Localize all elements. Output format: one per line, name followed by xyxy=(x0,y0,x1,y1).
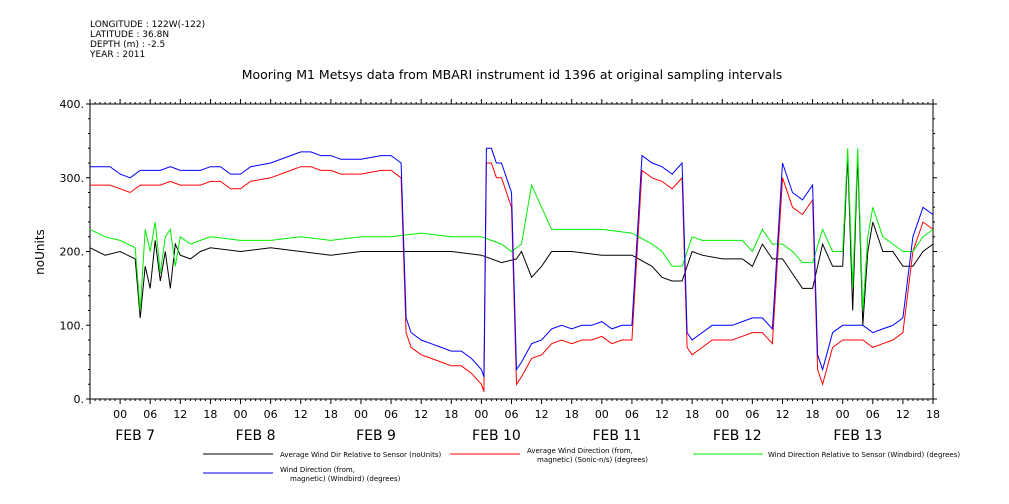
latitude-text: LATITUDE : 36.8N xyxy=(90,30,170,40)
x-tick-label: 18 xyxy=(324,408,338,421)
metadata-block: LONGITUDE : 122W(-122) LATITUDE : 36.8N … xyxy=(90,20,205,60)
legend-label: magnetic) (Windbird) (degrees) xyxy=(290,475,401,483)
x-tick-label: 00 xyxy=(474,408,488,421)
y-tick-label: 100. xyxy=(60,319,85,332)
x-tick-label: 12 xyxy=(294,408,308,421)
day-label: FEB 13 xyxy=(833,428,882,444)
x-tick-label: 12 xyxy=(655,408,669,421)
x-tick-label: 06 xyxy=(745,408,759,421)
legend-label: Average Wind Direction (from, xyxy=(527,447,633,455)
y-tick-label: 200. xyxy=(60,246,85,259)
y-tick-label: 0. xyxy=(74,393,85,406)
chart-title: Mooring M1 Metsys data from MBARI instru… xyxy=(242,67,783,82)
x-tick-label: 00 xyxy=(836,408,850,421)
x-tick-label: 18 xyxy=(806,408,820,421)
y-tick-label: 400. xyxy=(60,98,85,111)
y-axis-label: noUnits xyxy=(33,229,47,275)
x-tick-label: 06 xyxy=(264,408,278,421)
legend-label: Wind Direction (from, xyxy=(280,466,355,474)
legend-label: magnetic) (Sonic-n/s) (degrees) xyxy=(537,456,648,464)
legend-label: Wind Direction Relative to Sensor (Windb… xyxy=(768,451,960,459)
legend-label: Average Wind Dir Relative to Sensor (noU… xyxy=(280,451,441,459)
x-tick-label: 18 xyxy=(926,408,940,421)
x-tick-label: 18 xyxy=(203,408,217,421)
series-line xyxy=(89,155,934,326)
series-line xyxy=(89,148,934,311)
day-label: FEB 10 xyxy=(472,428,521,444)
x-tick-label: 06 xyxy=(143,408,157,421)
x-tick-label: 12 xyxy=(535,408,549,421)
depth-text: DEPTH (m) : -2.5 xyxy=(90,40,166,50)
y-tick-label: 300. xyxy=(60,172,85,185)
day-label: FEB 11 xyxy=(592,428,641,444)
series-line xyxy=(90,162,934,392)
day-label: FEB 8 xyxy=(236,428,276,444)
x-tick-label: 18 xyxy=(565,408,579,421)
x-tick-label: 12 xyxy=(775,408,789,421)
x-tick-label: 00 xyxy=(715,408,729,421)
x-tick-label: 00 xyxy=(354,408,368,421)
x-tick-label: 06 xyxy=(384,408,398,421)
x-tick-label: 12 xyxy=(414,408,428,421)
x-tick-label: 18 xyxy=(444,408,458,421)
day-label: FEB 12 xyxy=(713,428,762,444)
x-tick-label: 18 xyxy=(685,408,699,421)
x-tick-label: 12 xyxy=(896,408,910,421)
year-text: YEAR : 2011 xyxy=(90,50,146,60)
series-line xyxy=(90,147,934,378)
x-tick-label: 00 xyxy=(234,408,248,421)
longitude-text: LONGITUDE : 122W(-122) xyxy=(90,20,206,30)
x-tick-label: 06 xyxy=(505,408,519,421)
x-tick-label: 00 xyxy=(113,408,127,421)
day-label: FEB 9 xyxy=(356,428,396,444)
x-tick-label: 00 xyxy=(595,408,609,421)
day-label: FEB 7 xyxy=(115,428,155,444)
x-tick-label: 06 xyxy=(866,408,880,421)
x-tick-label: 06 xyxy=(625,408,639,421)
x-tick-label: 12 xyxy=(173,408,187,421)
